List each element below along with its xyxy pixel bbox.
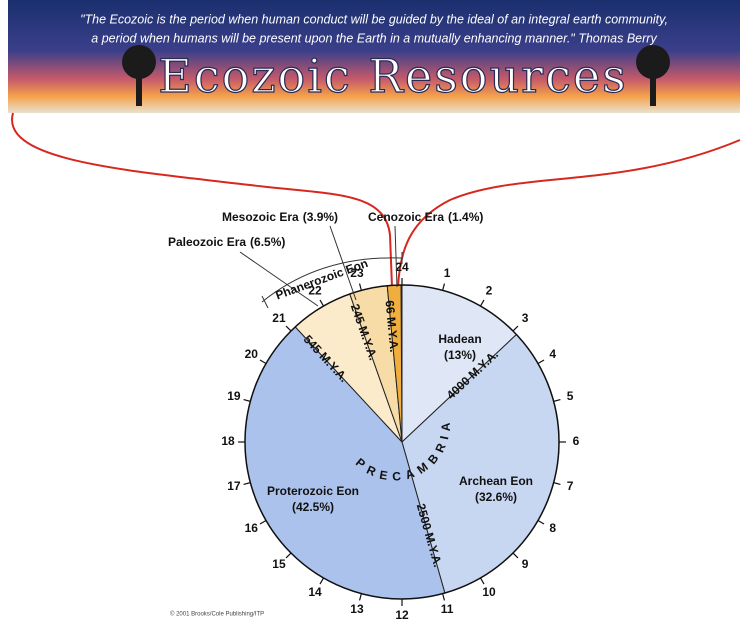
hour-tick bbox=[358, 593, 362, 601]
boundary-label: 66 M.Y.A. bbox=[382, 300, 401, 353]
hour-tick bbox=[442, 593, 446, 601]
decor-lines bbox=[11, 112, 741, 288]
quote-line: "The Ecozoic is the period when human co… bbox=[80, 12, 668, 26]
sector-value: (6.5%) bbox=[250, 235, 285, 249]
hour-tick bbox=[259, 359, 267, 365]
sector-label: Hadean bbox=[438, 332, 481, 346]
hour-label: 22 bbox=[308, 283, 322, 297]
hour-label: 24 bbox=[395, 260, 409, 274]
sector-label: Paleozoic Era bbox=[168, 235, 246, 249]
hour-tick bbox=[442, 283, 446, 291]
hour-label: 18 bbox=[221, 434, 235, 448]
sector-value: (1.4%) bbox=[448, 210, 483, 224]
sector-label: Mesozoic Era bbox=[222, 210, 299, 224]
leader-lines bbox=[239, 225, 403, 309]
sector-value: (32.6%) bbox=[475, 490, 517, 504]
hour-tick bbox=[512, 552, 519, 559]
geologic-clock: Hadean (13%) Archean Eon (32.6%) Proterozoic… bbox=[168, 210, 580, 619]
hour-tick bbox=[243, 482, 251, 486]
hour-label: 23 bbox=[350, 266, 364, 280]
hour-label: 14 bbox=[308, 585, 322, 599]
hour-label: 11 bbox=[441, 602, 454, 616]
hour-tick bbox=[537, 519, 545, 525]
hour-tick bbox=[537, 359, 545, 365]
hour-label: 6 bbox=[573, 434, 580, 448]
hour-label: 10 bbox=[482, 585, 496, 599]
sector-label-group: Paleozoic Era (6.5%) bbox=[168, 235, 285, 249]
quote-line: a period when humans will be present upo… bbox=[91, 31, 657, 45]
hour-label: 1 bbox=[444, 266, 451, 280]
hour-label: 17 bbox=[227, 479, 241, 493]
hour-tick bbox=[553, 482, 561, 486]
banner: "The Ecozoic is the period when human co… bbox=[8, 0, 740, 113]
sector-value: (13%) bbox=[444, 348, 476, 362]
sector-label-group: Mesozoic Era (3.9%) bbox=[222, 210, 338, 224]
sector-label-group: Cenozoic Era (1.4%) bbox=[368, 210, 483, 224]
hour-label: 16 bbox=[245, 521, 259, 535]
hour-tick bbox=[553, 398, 561, 402]
hour-tick bbox=[319, 577, 325, 585]
hour-label: 9 bbox=[522, 557, 529, 571]
hour-label: 3 bbox=[522, 311, 529, 325]
hour-tick bbox=[285, 325, 292, 332]
sector-label: Archean Eon bbox=[459, 474, 533, 488]
hour-label: 12 bbox=[395, 608, 409, 619]
hour-tick bbox=[259, 519, 267, 525]
hour-tick bbox=[285, 552, 292, 559]
hour-label: 2 bbox=[486, 283, 493, 297]
hour-tick bbox=[512, 325, 519, 332]
tree-right bbox=[636, 45, 670, 106]
sector-value: (42.5%) bbox=[292, 500, 334, 514]
hour-label: 15 bbox=[272, 557, 286, 571]
hour-label: 7 bbox=[567, 479, 574, 493]
hour-tick bbox=[479, 577, 485, 585]
credit: © 2001 Brooks/Cole Publishing/ITP bbox=[170, 611, 264, 618]
site-title: Ecozoic Resources bbox=[158, 49, 627, 103]
sector-label: Cenozoic Era bbox=[368, 210, 444, 224]
hour-tick bbox=[319, 299, 325, 307]
sector-label: Proterozoic Eon bbox=[267, 484, 359, 498]
sector-value: (3.9%) bbox=[303, 210, 338, 224]
hour-tick bbox=[358, 283, 362, 291]
tree-left bbox=[122, 45, 156, 106]
hour-label: 4 bbox=[549, 347, 556, 361]
hour-label: 20 bbox=[245, 347, 259, 361]
hour-label: 21 bbox=[272, 311, 286, 325]
hour-label: 19 bbox=[227, 389, 241, 403]
hour-label: 8 bbox=[549, 521, 556, 535]
hour-label: 5 bbox=[567, 389, 574, 403]
hour-tick bbox=[479, 299, 485, 307]
hour-tick bbox=[243, 398, 251, 402]
hour-label: 13 bbox=[350, 602, 364, 616]
